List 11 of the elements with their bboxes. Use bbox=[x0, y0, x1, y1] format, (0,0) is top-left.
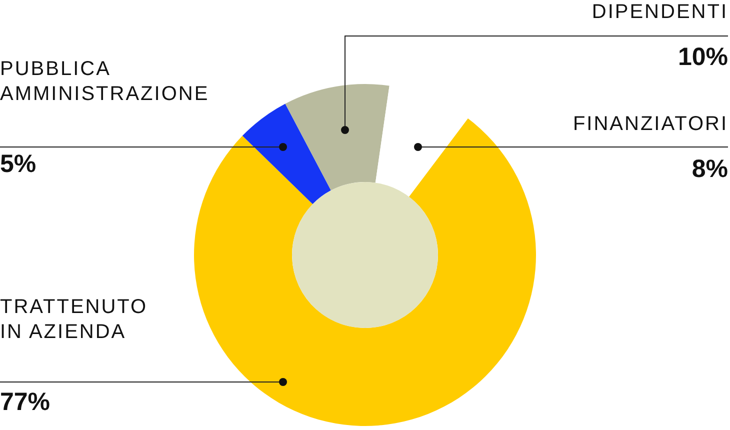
slice-label: FINANZIATORI bbox=[572, 113, 728, 135]
slice-label: TRATTENUTO IN AZIENDA bbox=[0, 296, 148, 343]
data-label: 77% bbox=[0, 388, 50, 416]
data-label: 8% bbox=[692, 155, 728, 183]
slice-label: PUBBLICA AMMINISTRAZIONE bbox=[0, 58, 210, 105]
donut-slice bbox=[242, 104, 331, 204]
slice-label: DIPENDENTI bbox=[592, 1, 728, 23]
data-label: 10% bbox=[678, 43, 728, 71]
data-label: 5% bbox=[0, 150, 36, 178]
donut-slice bbox=[285, 84, 390, 190]
donut-slice bbox=[194, 118, 536, 426]
